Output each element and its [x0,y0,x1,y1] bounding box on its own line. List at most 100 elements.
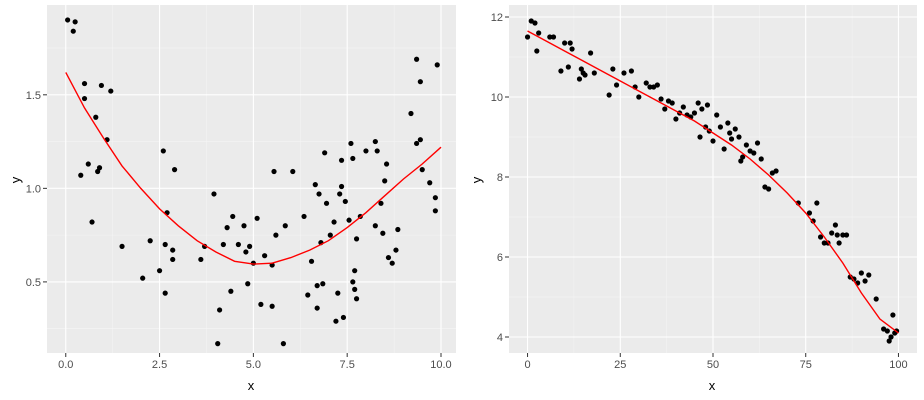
right-data-point [621,70,627,76]
right-data-point [610,66,616,72]
left-data-point [217,307,223,313]
left-data-point [417,137,423,143]
left-y-tick-label: 0.5 [26,277,41,289]
left-data-point [320,281,326,287]
right-data-point [588,50,594,56]
right-data-point [695,100,701,106]
left-data-point [98,82,105,89]
left-data-point [271,168,277,175]
left-data-point [171,167,178,173]
left-x-tick-label: 10.0 [430,359,451,371]
left-data-point [108,88,114,94]
left-data-point [235,241,241,248]
left-data-point [162,241,168,248]
right-data-point [628,68,635,74]
left-data-point [156,268,163,274]
right-data-point [836,240,842,246]
right-data-point [673,116,679,122]
right-data-point [654,82,660,88]
left-data-point [282,223,288,229]
left-data-point [380,230,386,236]
left-data-point [434,62,440,68]
right-data-point [843,232,850,238]
left-data-point [215,341,221,347]
right-data-point [806,210,813,216]
right-data-point [814,200,820,206]
right-y-tick-label: 10 [491,92,503,104]
left-data-point [81,95,88,102]
right-data-point [888,334,894,340]
right-scatter-panel: 0 25 50 75 100 4 6 8 10 12 y x [469,5,917,393]
right-data-point [636,94,642,100]
right-data-point [699,106,705,112]
left-data-point [342,198,348,205]
right-data-point [647,84,653,90]
right-data-point [532,20,538,26]
right-y-tick-label: 8 [497,172,503,184]
right-x-axis-title: x [709,378,716,393]
left-data-point [323,200,330,206]
left-data-point [382,178,388,184]
left-data-point [119,243,125,249]
left-data-point [327,232,333,238]
right-data-point [732,126,738,132]
right-data-point [582,72,588,78]
right-data-point [886,338,892,344]
right-y-axis-title: y [469,176,484,183]
right-data-point [658,96,664,102]
right-x-tick-label: 100 [889,359,907,371]
right-fit-curve [527,30,899,334]
left-data-point [65,17,71,23]
left-data-point [432,208,438,214]
left-data-point [245,281,251,287]
right-data-point [534,48,540,54]
left-data-point [280,341,286,347]
left-data-point [314,283,320,289]
right-x-tick-label: 75 [800,359,812,371]
left-data-point [393,247,399,253]
left-data-point [372,138,378,145]
left-data-point [378,200,384,206]
right-data-point [550,34,557,40]
left-data-point [389,260,395,266]
left-data-point [85,161,91,167]
left-data-point [78,172,84,178]
right-y-tick-label: 6 [497,252,503,264]
left-data-point [220,241,226,248]
left-data-point [353,236,360,242]
left-data-point [395,226,401,233]
right-data-point [754,140,761,146]
right-data-point [862,278,868,284]
left-fit-curve [65,72,442,265]
left-x-tick-label: 7.5 [340,359,355,371]
right-data-point [547,34,553,40]
right-data-point [691,110,698,116]
left-data-point [308,258,315,264]
left-data-point [346,217,352,223]
left-data-point [417,79,423,85]
left-data-point [340,314,347,321]
left-data-point [414,140,420,147]
right-data-point [751,150,757,156]
left-data-point [312,182,318,188]
left-data-point [258,301,264,307]
right-data-point [680,104,686,110]
right-data-point [524,34,531,40]
left-data-point [211,191,217,197]
left-data-point [432,195,438,201]
left-data-point [372,223,378,229]
left-data-point [374,148,380,154]
left-data-point [352,268,358,274]
left-data-point [301,213,307,220]
right-data-point [834,232,840,238]
right-data-point [606,92,612,98]
right-data-point [740,154,746,160]
right-data-point [710,138,716,144]
right-y-tick-label: 4 [497,332,503,344]
left-data-point [170,256,176,263]
left-data-point [385,254,392,261]
right-data-point [727,130,733,136]
right-data-point [714,112,720,118]
left-data-point [72,19,78,25]
left-data-point [70,28,76,34]
